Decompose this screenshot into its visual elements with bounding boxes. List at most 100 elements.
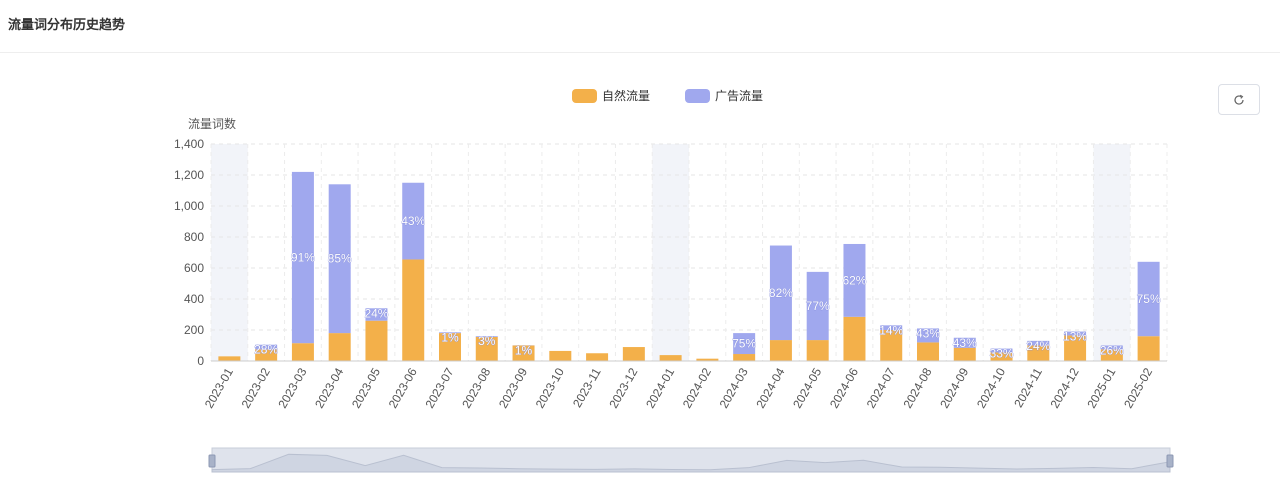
x-tick-label: 2024-10	[974, 365, 1008, 410]
bar-natural-2024-09[interactable]	[953, 347, 976, 361]
bar-ad-2024-08[interactable]	[917, 328, 939, 343]
bar-natural-2024-06[interactable]	[843, 316, 866, 361]
x-tick-label: 2024-12	[1048, 365, 1082, 410]
y-tick-label: 1,200	[174, 168, 204, 182]
bar-natural-2024-07[interactable]	[880, 330, 903, 361]
x-tick-label: 2023-12	[606, 365, 640, 410]
bar-natural-2024-12[interactable]	[1064, 335, 1087, 361]
ad-share-label-2024-09: 43%	[953, 336, 977, 350]
bar-natural-2024-10[interactable]	[990, 352, 1013, 361]
bar-natural-2024-03[interactable]	[733, 354, 756, 361]
bar-ad-2024-05[interactable]	[806, 271, 829, 341]
page-title: 流量词分布历史趋势	[8, 17, 126, 32]
y-tick-label: 400	[184, 292, 204, 306]
ad-share-label-2023-02: 28%	[254, 343, 278, 357]
x-tick-label: 2024-11	[1011, 365, 1045, 410]
bar-natural-2023-01[interactable]	[218, 356, 241, 361]
bar-natural-2024-01[interactable]	[659, 355, 682, 361]
bar-natural-2023-07[interactable]	[439, 333, 461, 361]
bar-ad-2023-08[interactable]	[475, 336, 498, 337]
ad-share-label-2025-02: 75%	[1137, 292, 1161, 306]
ad-share-label-2023-05: 24%	[364, 306, 388, 320]
refresh-icon	[1234, 94, 1244, 105]
bar-ad-2023-04[interactable]	[328, 184, 351, 334]
bar-natural-2023-12[interactable]	[622, 347, 645, 361]
ad-share-label-2024-07: 14%	[879, 323, 903, 337]
datazoom-preview	[211, 453, 1171, 473]
bar-ad-2024-10[interactable]	[990, 348, 1013, 353]
y-axis-title: 流量词数	[188, 116, 236, 131]
x-tick-label: 2023-08	[459, 365, 493, 410]
x-tick-label: 2023-11	[570, 365, 604, 410]
y-tick-label: 1,000	[174, 199, 204, 213]
bar-natural-2025-02[interactable]	[1137, 336, 1160, 361]
x-tick-label: 2023-07	[422, 365, 456, 410]
x-tick-label: 2024-09	[937, 365, 971, 410]
highlight-band-2025-01	[1093, 144, 1131, 361]
ad-share-label-2023-08: 3%	[478, 334, 496, 348]
bar-natural-2024-11[interactable]	[1027, 345, 1050, 362]
y-tick-label: 800	[184, 230, 204, 244]
ad-share-label-2024-08: 43%	[916, 326, 940, 340]
bar-natural-2023-02[interactable]	[255, 349, 278, 361]
x-tick-label: 2024-06	[827, 365, 861, 410]
bar-natural-2024-08[interactable]	[917, 342, 939, 361]
x-tick-label: 2024-03	[717, 365, 751, 410]
bar-ad-2024-03[interactable]	[733, 333, 756, 355]
x-tick-label: 2023-01	[202, 365, 236, 410]
legend-swatch-1[interactable]	[685, 89, 710, 103]
bar-ad-2023-05[interactable]	[365, 308, 388, 321]
y-tick-label: 1,400	[174, 137, 204, 151]
refresh-button[interactable]	[1218, 84, 1260, 115]
bar-natural-2023-08[interactable]	[475, 336, 498, 361]
title-divider	[0, 52, 1280, 53]
x-tick-label: 2023-03	[275, 365, 309, 410]
ad-share-label-2024-04: 82%	[769, 286, 793, 300]
x-tick-label: 2023-06	[386, 365, 420, 410]
x-tick-label: 2024-04	[753, 365, 787, 410]
bar-ad-2023-03[interactable]	[291, 171, 314, 344]
ad-share-label-2024-06: 62%	[842, 273, 866, 287]
bar-natural-2023-09[interactable]	[512, 345, 535, 362]
bar-ad-2023-07[interactable]	[439, 332, 461, 334]
bar-ad-2025-01[interactable]	[1100, 345, 1123, 350]
bar-ad-2023-02[interactable]	[255, 344, 278, 350]
ad-share-label-2025-01: 26%	[1100, 344, 1124, 358]
bar-ad-2024-07[interactable]	[880, 325, 903, 330]
ad-share-label-2023-09: 1%	[515, 343, 533, 357]
x-tick-label: 2023-02	[239, 365, 273, 410]
x-tick-label: 2024-07	[864, 365, 898, 410]
x-tick-label: 2025-01	[1084, 365, 1118, 410]
legend-label-1[interactable]: 广告流量	[715, 89, 763, 103]
ad-share-label-2023-04: 85%	[328, 252, 352, 266]
x-tick-label: 2024-02	[680, 365, 714, 410]
bar-natural-2024-04[interactable]	[769, 340, 792, 361]
bar-natural-2023-04[interactable]	[328, 333, 351, 361]
bar-natural-2025-01[interactable]	[1100, 349, 1123, 361]
bar-ad-2024-11[interactable]	[1027, 340, 1050, 346]
bar-natural-2023-05[interactable]	[365, 320, 388, 361]
bar-natural-2024-05[interactable]	[806, 340, 829, 361]
bar-ad-2024-06[interactable]	[843, 243, 866, 317]
x-tick-label: 2023-10	[533, 365, 567, 410]
bar-ad-2025-02[interactable]	[1137, 261, 1160, 337]
bar-ad-2024-12[interactable]	[1064, 331, 1087, 336]
y-tick-label: 0	[197, 354, 204, 368]
legend-label-0[interactable]: 自然流量	[602, 88, 650, 103]
bar-natural-2023-10[interactable]	[549, 350, 572, 361]
datazoom-handle-right[interactable]	[1166, 454, 1174, 468]
legend-swatch-0[interactable]	[572, 89, 597, 103]
x-tick-label: 2023-05	[349, 365, 383, 410]
bar-natural-2023-06[interactable]	[402, 259, 425, 361]
bar-ad-2024-09[interactable]	[953, 337, 976, 348]
x-tick-label: 2024-08	[900, 365, 934, 410]
y-tick-label: 600	[184, 261, 204, 275]
bar-ad-2023-06[interactable]	[402, 182, 425, 260]
bar-natural-2023-03[interactable]	[291, 343, 314, 361]
bar-ad-2024-04[interactable]	[769, 245, 792, 341]
bar-natural-2023-11[interactable]	[586, 353, 609, 361]
ad-share-label-2024-11: 24%	[1026, 339, 1050, 353]
bar-natural-2024-02[interactable]	[696, 358, 719, 361]
datazoom-handle-left[interactable]	[208, 454, 216, 468]
